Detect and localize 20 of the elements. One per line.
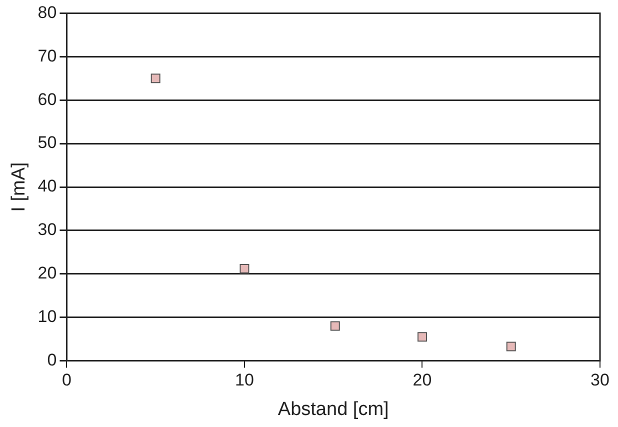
- point: [150, 74, 160, 84]
- y-tick-label: 60: [38, 90, 57, 109]
- point: [417, 332, 427, 342]
- y-tick-label: 10: [38, 307, 57, 326]
- x-tick-label: 10: [235, 370, 254, 390]
- y-tick-label: 80: [38, 2, 57, 22]
- y-tick-label: 50: [38, 133, 57, 152]
- y-axis-title: I [mA]: [8, 162, 30, 212]
- y-tick-label: 30: [38, 220, 57, 240]
- y-tick-label: 20: [38, 264, 57, 283]
- point: [506, 342, 516, 352]
- x-tick-label: 20: [412, 370, 432, 390]
- y-tick-label: 40: [38, 176, 57, 196]
- y-tick-label: 70: [38, 46, 57, 66]
- point: [330, 321, 340, 331]
- x-tick-label: 0: [62, 370, 72, 390]
- x-axis-title: Abstand [cm]: [278, 398, 389, 420]
- y-tick-label: 0: [47, 350, 57, 370]
- point: [240, 264, 250, 274]
- x-tick-label: 30: [590, 370, 610, 390]
